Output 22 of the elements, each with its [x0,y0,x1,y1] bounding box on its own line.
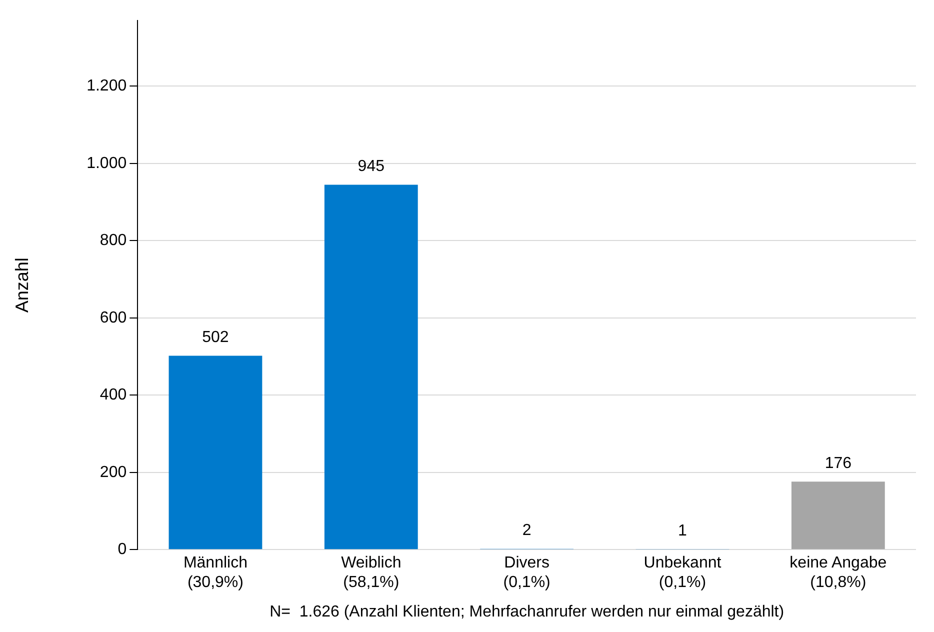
bar [791,482,885,550]
y-tick-label: 400 [100,386,127,404]
y-tick-label: 1.000 [86,154,127,172]
text: N= 1.626 (Anzahl Klienten; Mehrfachanrufer werden nur einmal gezählt) [270,603,784,620]
x-tick-label: Divers (0,1%) [503,554,550,591]
x-tick-label: Unbekannt (0,1%) [644,554,722,591]
data-label: 1 [678,522,688,540]
y-tick-label: 200 [100,464,127,481]
bar [324,184,418,550]
x-tick-label: keine Angabe (10,8%) [790,554,887,591]
x-tick-label: Weiblich (58,1%) [341,554,402,591]
data-label: 945 [358,158,385,176]
y-tick-label: 800 [100,232,127,250]
y-axis-title: Anzahl [12,258,32,313]
y-tick-label: 0 [118,541,127,558]
data-label: 502 [202,329,229,346]
data-label: 176 [824,455,852,472]
data-label: 2 [522,522,532,540]
y-tick-label: 600 [100,309,127,326]
y-tick-label: 1.200 [86,78,127,95]
bar [168,356,262,550]
x-tick-label: Männlich (30,9%) [183,554,248,591]
